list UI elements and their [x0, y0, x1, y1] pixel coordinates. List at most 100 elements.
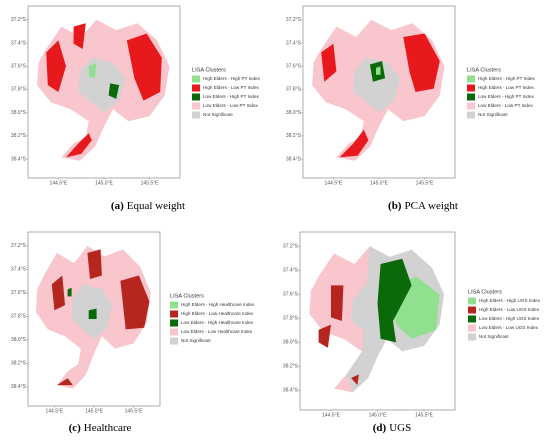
- y-tick-label: 38.4°S: [283, 388, 299, 394]
- region: [318, 324, 331, 348]
- caption-text: Healthcare: [84, 422, 132, 434]
- legend-label: High Elders - Low UGS Index: [479, 307, 540, 312]
- legend-label: Not Significant: [203, 112, 233, 117]
- legend-label: Low Elders - Low PT Index: [203, 103, 259, 108]
- legend-swatch: [468, 324, 476, 332]
- region: [351, 374, 359, 386]
- region: [126, 33, 162, 101]
- y-tick-label: 37.2°S: [11, 17, 27, 23]
- legend-swatch: [467, 102, 475, 110]
- legend-label: High Elders - Low PT Index: [203, 85, 260, 90]
- region: [403, 33, 440, 92]
- legend-label: Low Elders - High UGS Index: [479, 316, 540, 321]
- x-tick-label: 144.5°E: [45, 408, 64, 414]
- x-tick-label: 145.0°E: [369, 412, 388, 418]
- x-tick-label: 145.0°E: [85, 408, 104, 414]
- region: [88, 62, 97, 79]
- legend-swatch: [192, 84, 200, 92]
- legend-label: High Elders - High PT Index: [478, 76, 536, 81]
- x-tick-label: 145.5°E: [415, 412, 434, 418]
- x-tick-label: 144.5°E: [322, 412, 341, 418]
- legend-swatch: [468, 333, 476, 341]
- caption-text: Equal weight: [127, 200, 185, 212]
- y-tick-label: 38.4°S: [11, 384, 27, 390]
- y-tick-label: 37.8°S: [11, 314, 27, 320]
- legend-label: High Elders - High UGS Index: [479, 298, 541, 303]
- region: [88, 308, 97, 319]
- x-tick-label: 145.0°E: [370, 180, 389, 186]
- y-tick-label: 37.4°S: [11, 40, 27, 46]
- y-tick-label: 38.2°S: [11, 133, 27, 139]
- region: [108, 83, 120, 99]
- x-tick-label: 144.5°E: [49, 180, 68, 186]
- region: [353, 57, 401, 113]
- legend-label: Low Elders - High PT Index: [478, 94, 535, 99]
- legend-swatch: [192, 111, 200, 119]
- y-tick-label: 37.6°S: [286, 64, 302, 70]
- y-tick-label: 37.2°S: [283, 244, 299, 250]
- y-tick-label: 37.6°S: [283, 292, 299, 298]
- legend-swatch: [467, 111, 475, 119]
- x-tick-label: 144.5°E: [324, 180, 343, 186]
- y-tick-label: 38.0°S: [11, 337, 27, 343]
- region: [377, 258, 412, 343]
- region: [51, 275, 65, 311]
- legend-label: Low Elders - Low UGS Index: [479, 325, 539, 330]
- caption: (c) Healthcare: [69, 422, 132, 434]
- y-tick-label: 38.4°S: [11, 156, 27, 162]
- legend-label: Not Significant: [478, 112, 508, 117]
- legend-label: High Elders - High PT Index: [203, 76, 261, 81]
- legend-label: High Elders - Low PT Index: [478, 85, 535, 90]
- legend-label: Low Elders - High PT Index: [203, 94, 260, 99]
- region: [120, 275, 150, 330]
- region: [57, 378, 73, 386]
- region: [339, 129, 369, 158]
- legend-label: Low Elders - High Healthcare Index: [181, 320, 254, 325]
- y-tick-label: 37.8°S: [283, 316, 299, 322]
- caption-text: UGS: [389, 422, 411, 434]
- legend-title: LISA Clusters: [467, 67, 501, 73]
- legend-swatch: [192, 102, 200, 110]
- y-tick-label: 37.6°S: [11, 290, 27, 296]
- legend-swatch: [467, 84, 475, 92]
- legend-label: Not Significant: [479, 334, 509, 339]
- caption: (a) Equal weight: [111, 200, 185, 212]
- caption-label: (c): [69, 422, 82, 434]
- y-tick-label: 37.4°S: [283, 268, 299, 274]
- legend-label: High Elders - High Healthcare Index: [181, 302, 255, 307]
- y-tick-label: 38.2°S: [283, 364, 299, 370]
- legend-label: Low Elders - Low PT Index: [478, 103, 534, 108]
- y-tick-label: 37.8°S: [11, 87, 27, 93]
- y-tick-label: 38.2°S: [11, 361, 27, 367]
- y-tick-label: 38.2°S: [286, 133, 302, 139]
- legend-swatch: [170, 310, 178, 318]
- map-panel: 37.2°S 37.4°S 37.6°S 37.8°S 38.0°S 38.2°S 38.4…: [11, 231, 255, 434]
- map-panel: 37.2°S 37.4°S 37.6°S 37.8°S 38.0°S 38.2°S 38.4…: [286, 5, 536, 212]
- region: [73, 23, 86, 49]
- legend-swatch: [467, 75, 475, 83]
- region: [46, 40, 66, 92]
- map-panel: 37.2°S 37.4°S 37.6°S 37.8°S 38.0°S 38.2°S 38.4…: [283, 231, 541, 434]
- region: [87, 249, 102, 279]
- legend-swatch: [170, 328, 178, 336]
- legend-swatch: [170, 319, 178, 327]
- legend-swatch: [468, 306, 476, 314]
- y-tick-label: 37.8°S: [286, 87, 302, 93]
- caption-text: PCA weight: [404, 200, 457, 212]
- legend-swatch: [468, 297, 476, 305]
- region: [376, 66, 381, 75]
- legend-label: Not Significant: [181, 338, 211, 343]
- legend-title: LISA Clusters: [170, 293, 204, 299]
- x-tick-label: 145.0°E: [95, 180, 114, 186]
- legend-title: LISA Clusters: [192, 67, 226, 73]
- legend-swatch: [192, 75, 200, 83]
- x-tick-label: 145.5°E: [416, 180, 435, 186]
- y-tick-label: 37.2°S: [11, 243, 27, 249]
- map-panel: 37.2°S 37.4°S 37.6°S 37.8°S 38.0°S 38.2°S 38.4…: [11, 5, 261, 212]
- x-tick-label: 145.5°E: [125, 408, 144, 414]
- y-tick-label: 38.0°S: [11, 110, 27, 116]
- y-tick-label: 38.4°S: [286, 156, 302, 162]
- legend-swatch: [192, 93, 200, 101]
- caption-label: (a): [111, 200, 124, 212]
